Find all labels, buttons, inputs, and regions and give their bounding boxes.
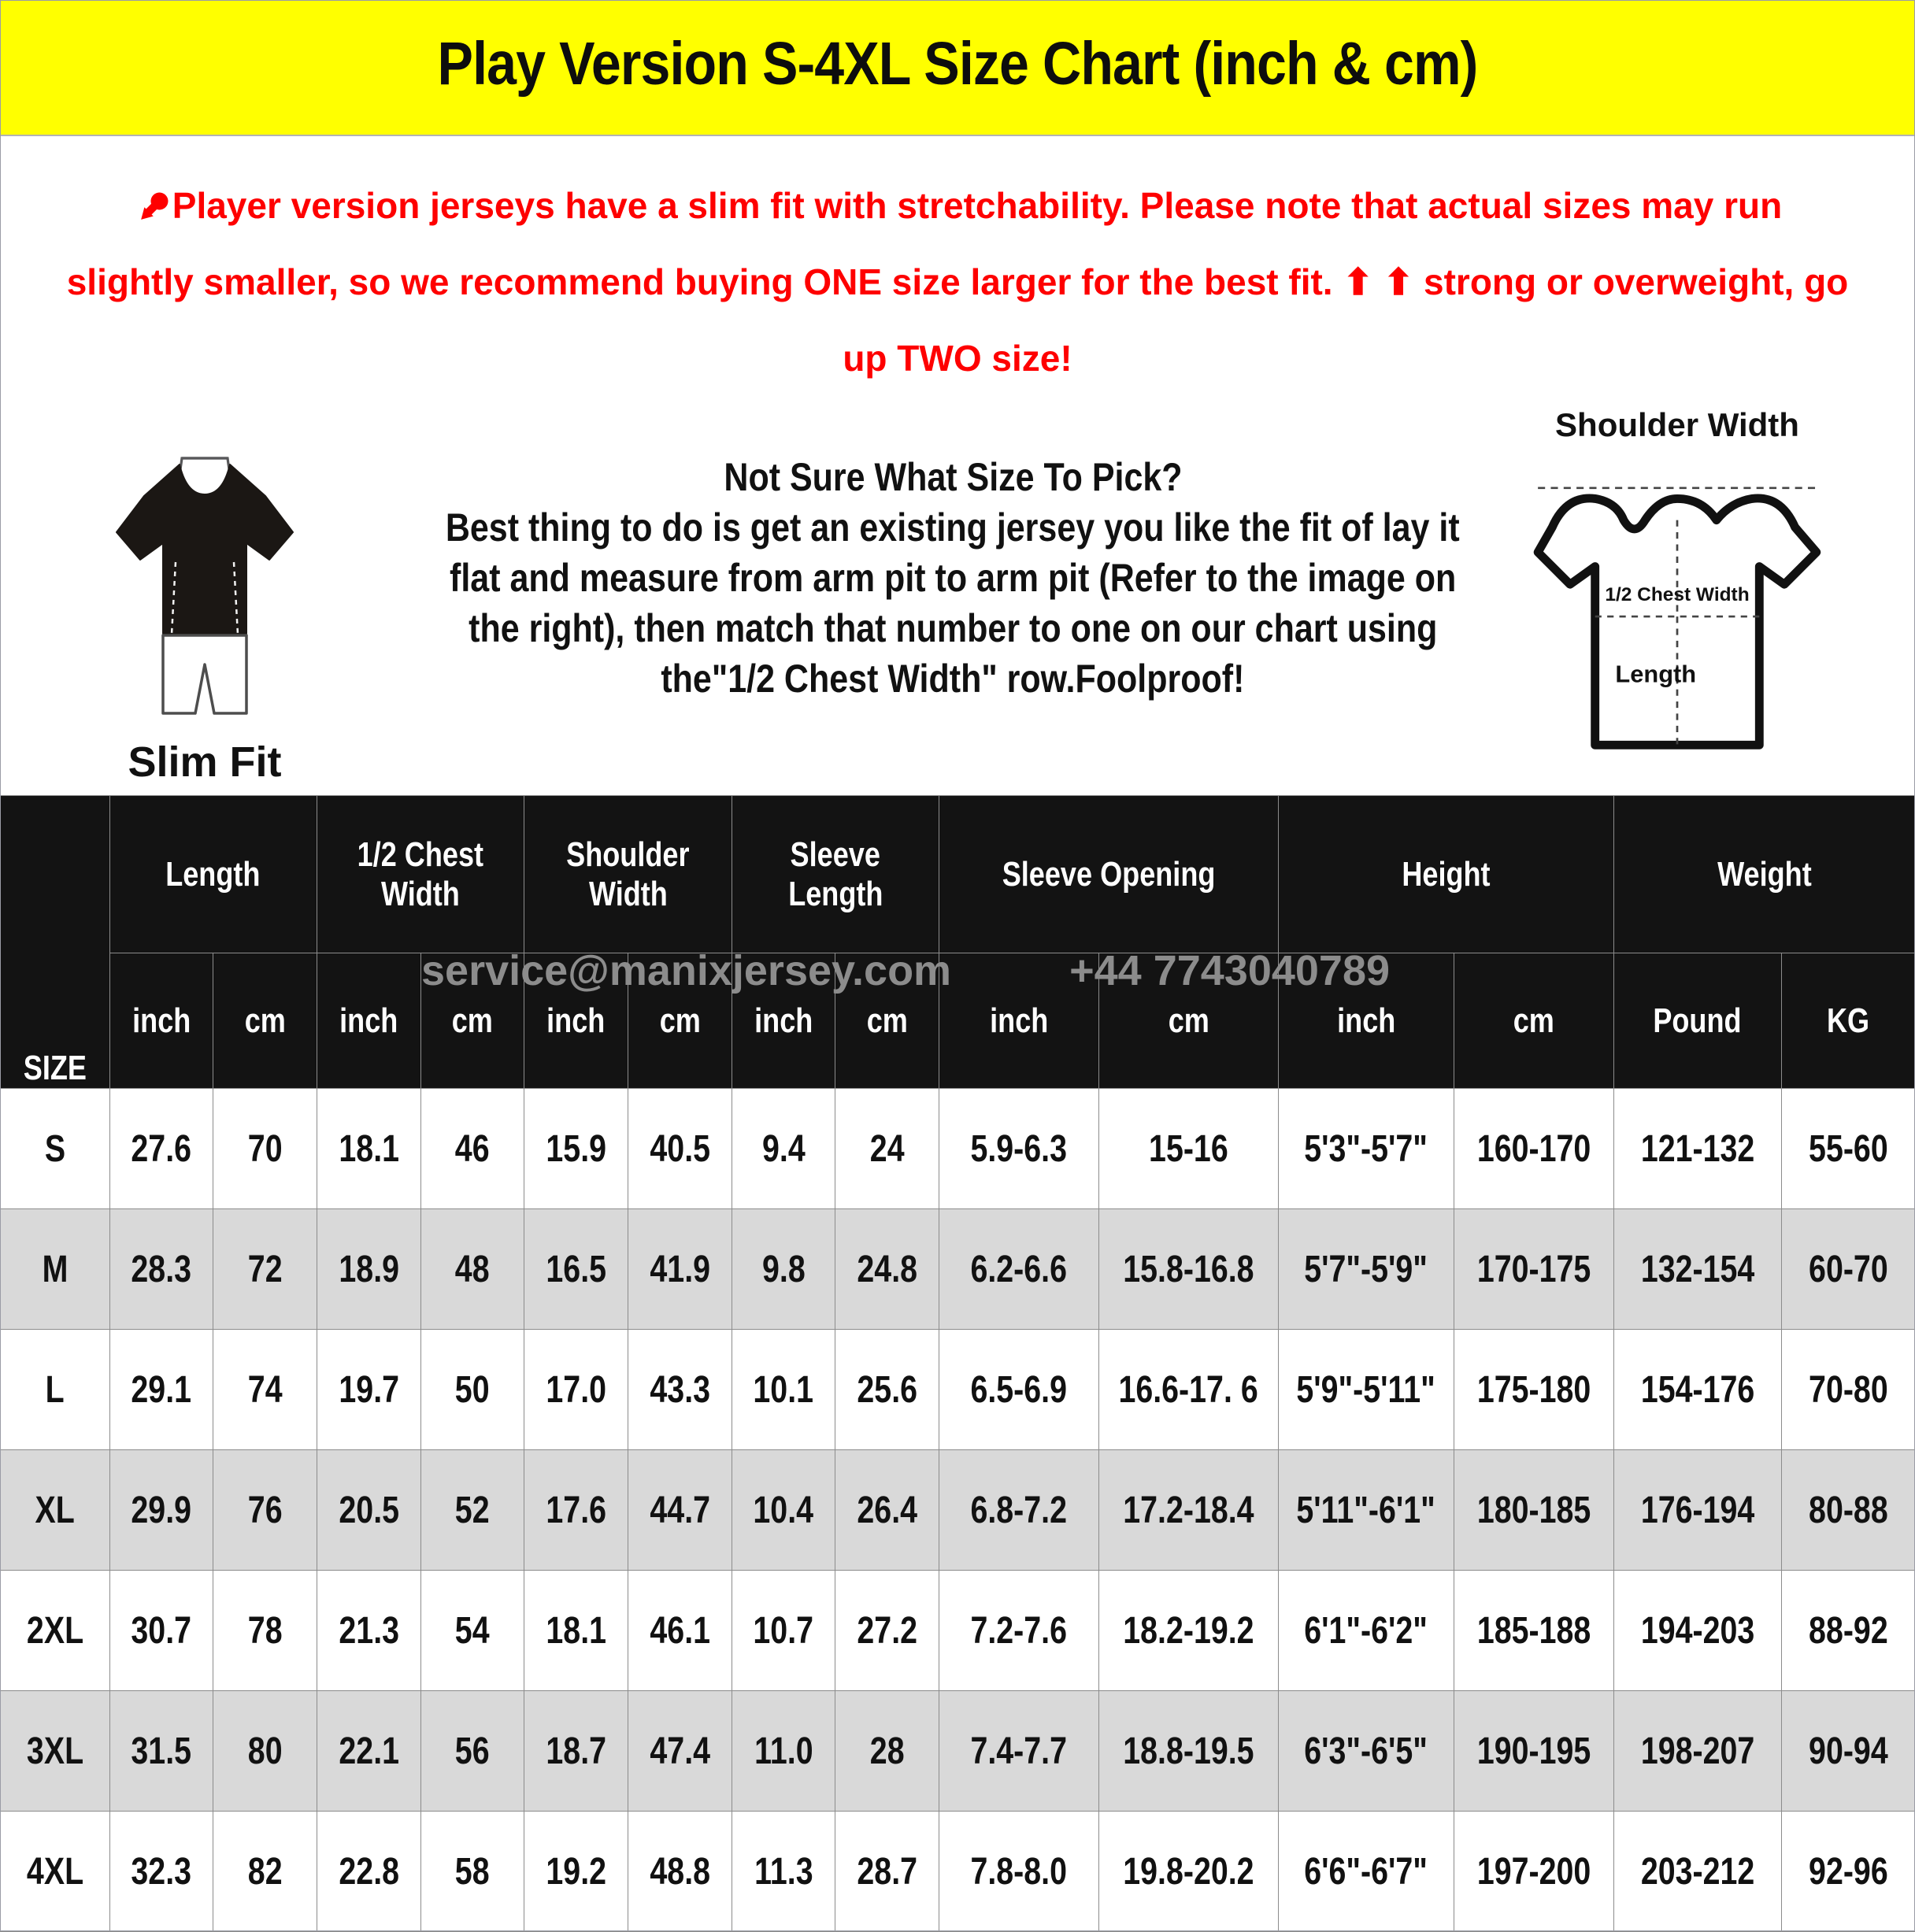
svg-text:1/2 Chest Width: 1/2 Chest Width bbox=[1605, 584, 1749, 605]
svg-text:Length: Length bbox=[1615, 661, 1696, 688]
